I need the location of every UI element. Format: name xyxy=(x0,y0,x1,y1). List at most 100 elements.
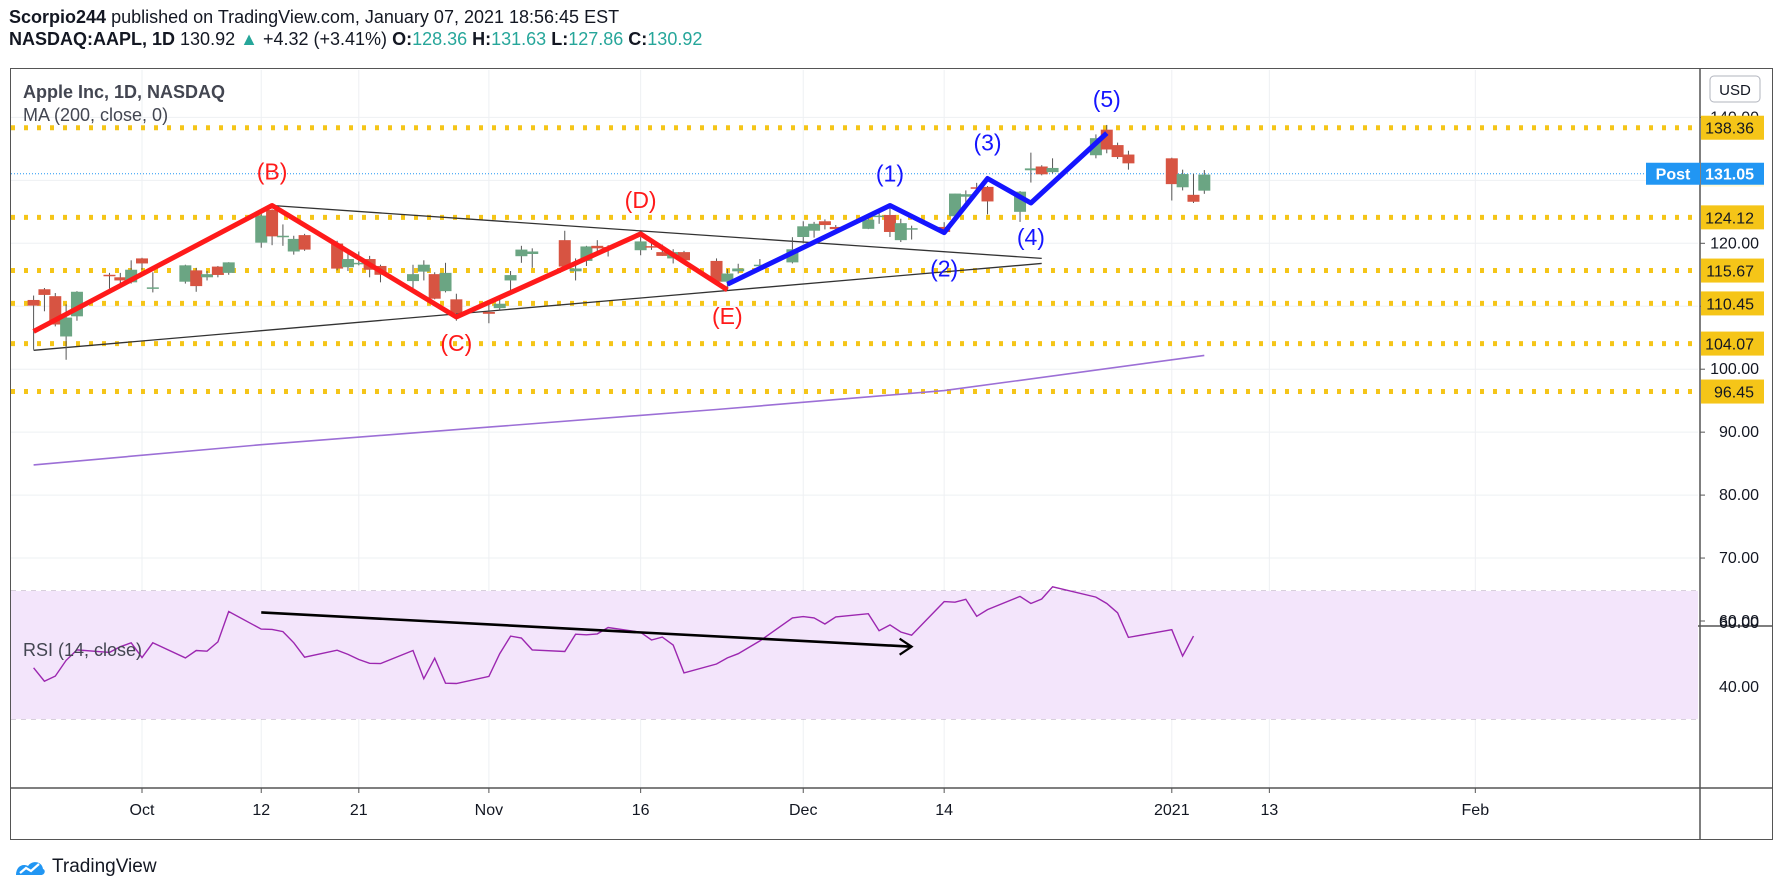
currency-button[interactable] xyxy=(1709,75,1761,103)
horizontal-levels xyxy=(11,125,1700,395)
wave-12345-line[interactable] xyxy=(726,131,1109,287)
candle-body xyxy=(959,194,972,197)
wave-label: (5) xyxy=(1093,86,1121,112)
candle-body xyxy=(732,268,745,272)
level-price-badge xyxy=(1701,205,1764,230)
candle-body xyxy=(179,265,192,282)
time-tick-label: 21 xyxy=(350,802,368,819)
price-badges: 138.36124.12115.67110.45104.0796.45130.7… xyxy=(1646,115,1764,404)
chart-header: Scorpio244 published on TradingView.com,… xyxy=(9,6,702,50)
level-price-badge-label: 110.45 xyxy=(1706,296,1754,313)
candle-body xyxy=(634,241,647,251)
candle-body xyxy=(558,240,571,267)
low-label: L: xyxy=(551,29,569,49)
legend-rsi: RSI (14, close) xyxy=(23,640,142,660)
brand-name: TradingView xyxy=(52,856,157,877)
candle-body xyxy=(331,243,344,269)
candle-body xyxy=(482,311,495,314)
candle-body xyxy=(136,258,148,264)
candle-body xyxy=(450,299,463,314)
price-change: +4.32 (+3.41%) xyxy=(262,29,388,49)
candle-body xyxy=(493,303,506,309)
candle-body xyxy=(721,273,734,282)
candle-body xyxy=(808,223,821,231)
candle-body xyxy=(27,299,40,306)
candle-body xyxy=(981,186,994,202)
time-tick-label: 12 xyxy=(252,802,270,819)
candle-body xyxy=(1165,158,1178,185)
candle-body xyxy=(439,272,452,292)
candle-body xyxy=(276,235,289,238)
triangle-trendline xyxy=(272,204,1042,260)
candle-body xyxy=(818,221,831,226)
last-price: 130.92 xyxy=(180,29,236,49)
candle-body xyxy=(883,214,896,232)
level-price-badge xyxy=(1701,331,1764,356)
wave-label: (4) xyxy=(1017,224,1045,250)
candle-body xyxy=(298,235,311,250)
close-value: 130.92 xyxy=(647,29,703,49)
post-price-label: 131.05 xyxy=(1705,167,1754,184)
candle-body xyxy=(1111,145,1124,158)
post-label: Post xyxy=(1656,167,1691,184)
candle-body xyxy=(526,251,539,255)
time-tick-label: 2021 xyxy=(1154,802,1190,819)
candle-body xyxy=(645,246,658,248)
candle-body xyxy=(949,193,961,217)
candle-body xyxy=(287,238,300,252)
quote-line: NASDAQ:AAPL, 1D 130.92 ▲ +4.32 (+3.41%) … xyxy=(9,28,702,50)
time-tick-label: 14 xyxy=(935,802,953,819)
candle-body xyxy=(862,219,875,229)
high-value: 131.63 xyxy=(491,29,547,49)
level-price-badge xyxy=(1701,115,1764,140)
wave-label: (2) xyxy=(930,256,958,282)
candle-body xyxy=(905,228,918,230)
candle-body xyxy=(569,268,582,272)
currency-label[interactable]: USD xyxy=(1719,82,1751,99)
candle-body xyxy=(190,270,203,287)
ma200-line xyxy=(33,354,1205,466)
rsi-trendline xyxy=(261,611,914,656)
candle-body xyxy=(504,275,517,281)
candle-body xyxy=(211,266,224,275)
price-tick-label: 90.00 xyxy=(1719,424,1759,441)
post-price-badge xyxy=(1701,162,1764,185)
candle-body xyxy=(1198,174,1211,191)
candle-body xyxy=(428,274,441,299)
candle-body xyxy=(255,215,268,243)
low-value: 127.86 xyxy=(568,29,624,49)
level-price-badge xyxy=(1701,258,1764,283)
price-tick-label: 100.00 xyxy=(1710,361,1759,378)
rsi-overbought-oversold-band xyxy=(11,591,1698,719)
candle-body xyxy=(266,209,279,237)
wave-abcde-line[interactable] xyxy=(32,203,729,334)
wave-label: (C) xyxy=(440,330,472,356)
price-tick-label: 80.00 xyxy=(1719,487,1759,504)
candle-body xyxy=(103,274,116,277)
level-price-badge-label: 104.07 xyxy=(1705,337,1754,354)
wave-label: (3) xyxy=(973,129,1001,155)
tradingview-brand[interactable]: TradingView xyxy=(14,856,157,878)
candle-body xyxy=(710,260,723,282)
high-label: H: xyxy=(472,29,492,49)
author-name[interactable]: Scorpio244 xyxy=(9,7,107,27)
candle-body xyxy=(201,274,214,278)
arrow-head-icon xyxy=(899,637,914,656)
level-price-badge-label: 115.67 xyxy=(1706,264,1754,281)
publish-info: published on TradingView.com, January 07… xyxy=(111,7,620,27)
rsi-tick-label: 60.00 xyxy=(1719,615,1759,632)
up-arrow-icon: ▲ xyxy=(240,29,258,49)
wave-label: (E) xyxy=(712,303,743,329)
candle-body xyxy=(114,277,127,281)
chart-frame[interactable] xyxy=(10,68,1773,840)
candle-body xyxy=(60,317,73,337)
wave-label: (B) xyxy=(257,159,288,185)
close-label: C: xyxy=(628,29,648,49)
open-label: O: xyxy=(392,29,413,49)
candle-body xyxy=(417,264,430,272)
rsi-line xyxy=(33,586,1195,685)
time-tick-label: Oct xyxy=(130,802,155,819)
time-tick-label: 16 xyxy=(632,802,650,819)
candle-body xyxy=(678,252,690,261)
